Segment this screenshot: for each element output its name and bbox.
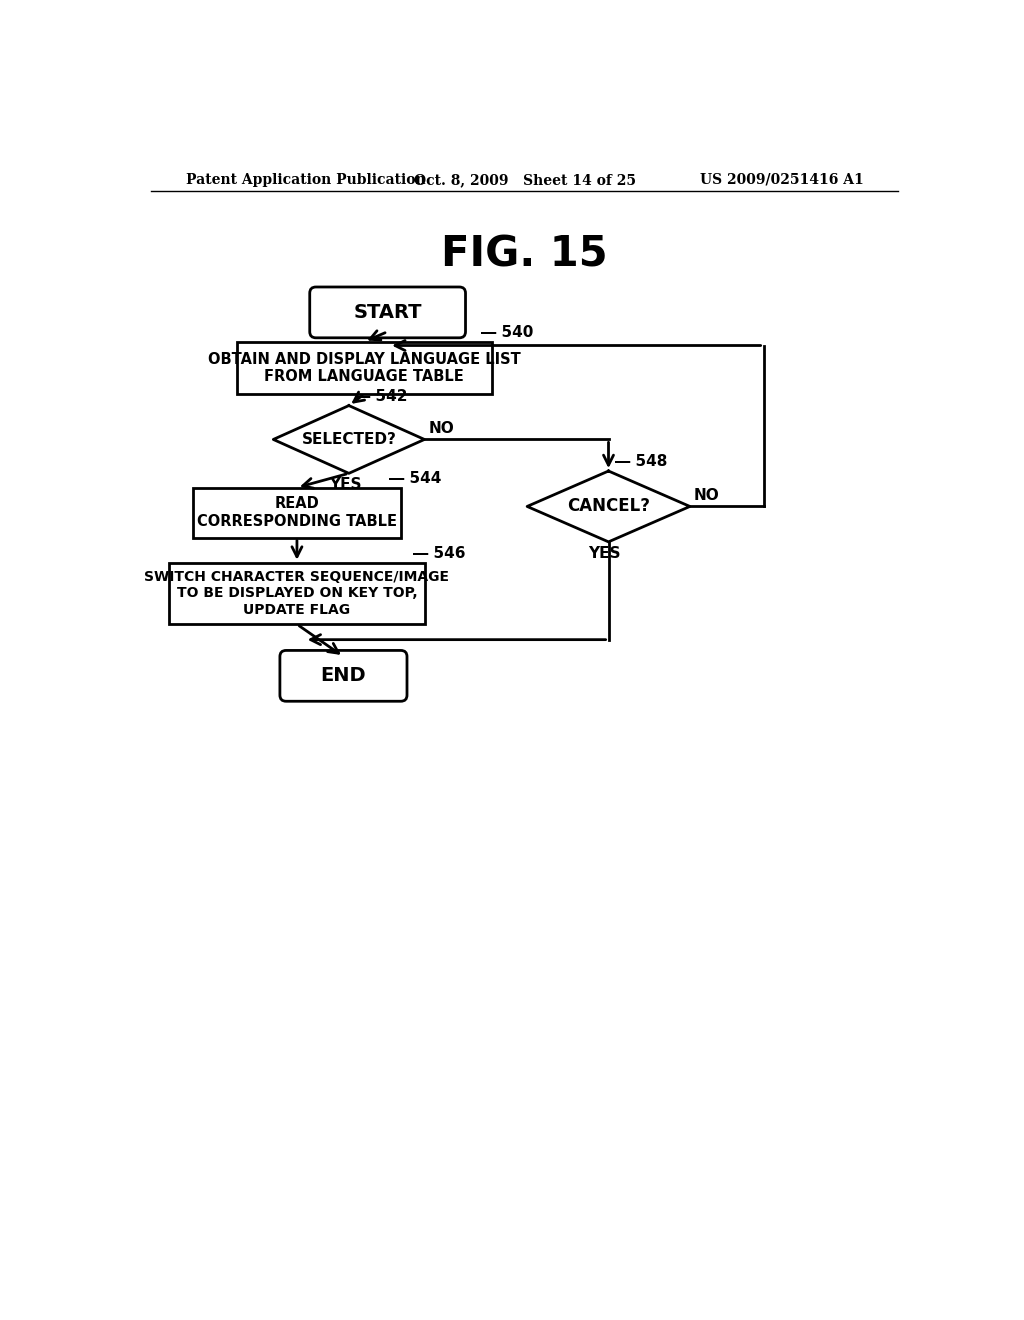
FancyBboxPatch shape <box>280 651 407 701</box>
Text: Patent Application Publication: Patent Application Publication <box>186 173 426 187</box>
Text: ― 540: ― 540 <box>480 325 534 341</box>
Polygon shape <box>527 471 690 543</box>
Text: FIG. 15: FIG. 15 <box>441 234 608 276</box>
Text: ― 546: ― 546 <box>414 546 466 561</box>
Text: YES: YES <box>329 478 361 492</box>
Text: Oct. 8, 2009   Sheet 14 of 25: Oct. 8, 2009 Sheet 14 of 25 <box>414 173 636 187</box>
Text: OBTAIN AND DISPLAY LANGUAGE LIST
FROM LANGUAGE TABLE: OBTAIN AND DISPLAY LANGUAGE LIST FROM LA… <box>208 351 521 384</box>
Text: SWITCH CHARACTER SEQUENCE/IMAGE
TO BE DISPLAYED ON KEY TOP,
UPDATE FLAG: SWITCH CHARACTER SEQUENCE/IMAGE TO BE DI… <box>144 570 450 616</box>
Text: ― 542: ― 542 <box>355 389 408 404</box>
Text: END: END <box>321 667 367 685</box>
Text: START: START <box>353 302 422 322</box>
Text: READ
CORRESPONDING TABLE: READ CORRESPONDING TABLE <box>197 496 397 529</box>
Text: NO: NO <box>428 421 454 436</box>
Bar <box>237 342 493 395</box>
Bar <box>169 562 425 624</box>
Text: YES: YES <box>589 545 621 561</box>
Text: ― 544: ― 544 <box>389 471 441 486</box>
FancyBboxPatch shape <box>309 286 466 338</box>
Text: CANCEL?: CANCEL? <box>567 498 650 515</box>
Bar <box>194 487 400 537</box>
Text: ― 548: ― 548 <box>614 454 667 470</box>
Text: SELECTED?: SELECTED? <box>301 432 396 447</box>
Text: NO: NO <box>693 487 720 503</box>
Polygon shape <box>273 405 424 474</box>
Text: US 2009/0251416 A1: US 2009/0251416 A1 <box>700 173 864 187</box>
